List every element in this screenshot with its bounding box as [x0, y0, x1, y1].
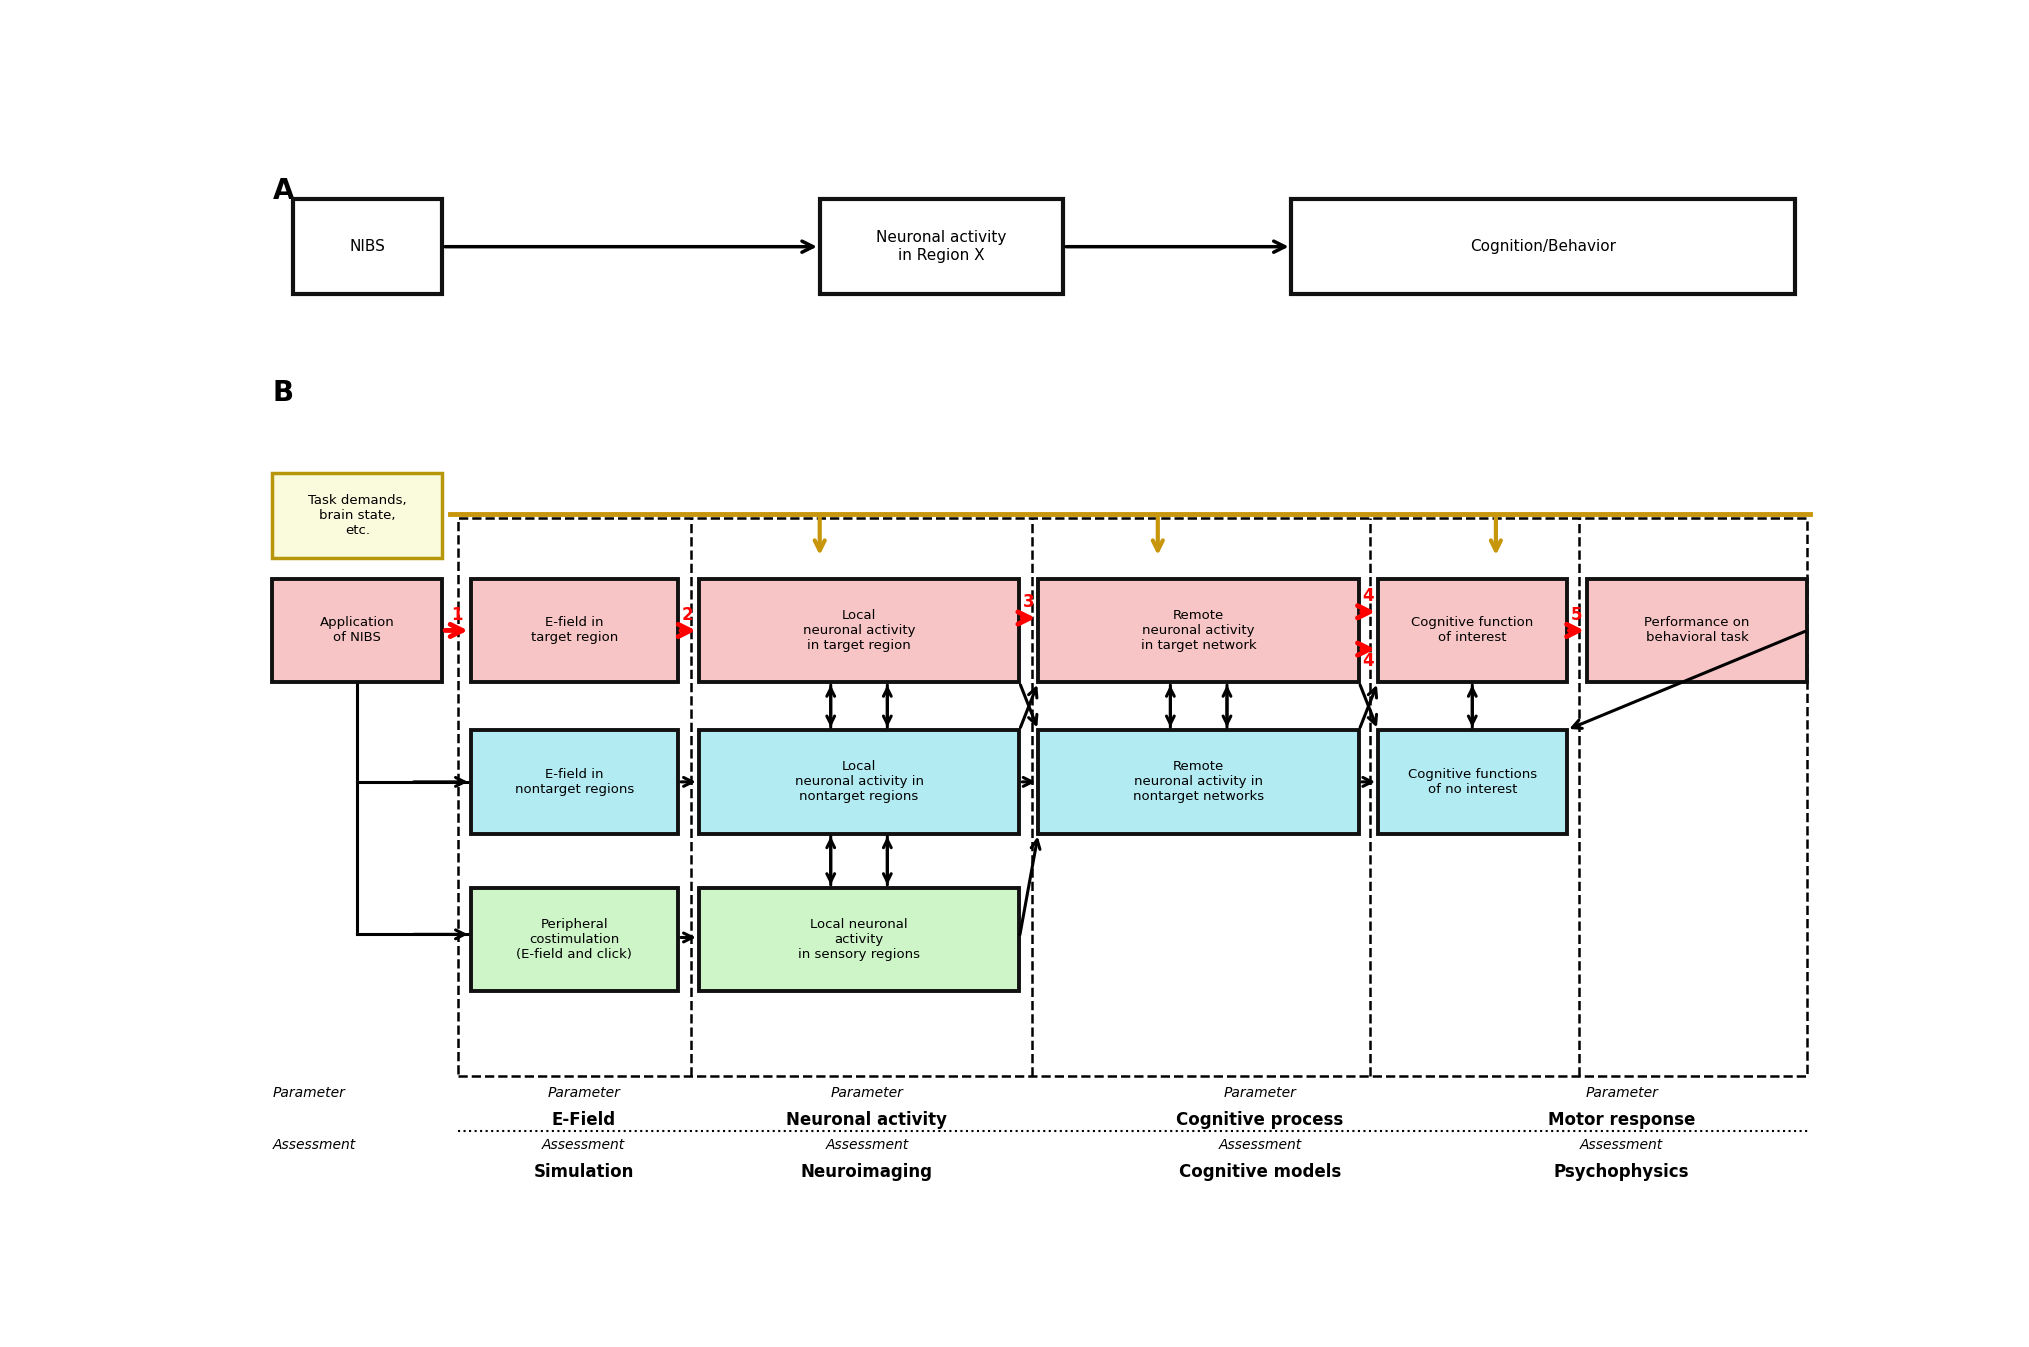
Text: Neuronal activity: Neuronal activity [787, 1111, 948, 1129]
Text: Cognition/Behavior: Cognition/Behavior [1471, 240, 1615, 255]
Text: Local neuronal
activity
in sensory regions: Local neuronal activity in sensory regio… [797, 919, 919, 960]
FancyBboxPatch shape [1292, 199, 1796, 295]
Text: E-field in
target region: E-field in target region [532, 617, 619, 644]
FancyBboxPatch shape [1039, 730, 1359, 834]
Text: Parameter: Parameter [548, 1086, 621, 1100]
Text: Simulation: Simulation [534, 1162, 633, 1181]
FancyBboxPatch shape [698, 888, 1019, 991]
Text: Parameter: Parameter [830, 1086, 903, 1100]
Text: 4: 4 [1363, 652, 1374, 669]
Text: Peripheral
costimulation
(E-field and click): Peripheral costimulation (E-field and cl… [517, 919, 633, 960]
FancyBboxPatch shape [1378, 579, 1566, 683]
Text: 2: 2 [682, 606, 694, 624]
Text: Remote
neuronal activity
in target network: Remote neuronal activity in target netwo… [1140, 609, 1256, 652]
Text: Assessment: Assessment [1217, 1138, 1303, 1152]
Text: Application
of NIBS: Application of NIBS [321, 617, 396, 644]
Text: Task demands,
brain state,
etc.: Task demands, brain state, etc. [308, 494, 406, 537]
Text: Remote
neuronal activity in
nontarget networks: Remote neuronal activity in nontarget ne… [1132, 760, 1264, 803]
Text: Cognitive models: Cognitive models [1179, 1162, 1341, 1181]
Text: Parameter: Parameter [1223, 1086, 1297, 1100]
Text: Local
neuronal activity
in target region: Local neuronal activity in target region [803, 609, 915, 652]
Text: E-Field: E-Field [552, 1111, 617, 1129]
Text: 1: 1 [450, 606, 463, 624]
Text: Performance on
behavioral task: Performance on behavioral task [1643, 617, 1749, 644]
FancyBboxPatch shape [272, 579, 442, 683]
Text: Neuronal activity
in Region X: Neuronal activity in Region X [877, 230, 1006, 263]
Text: Neuroimaging: Neuroimaging [801, 1162, 933, 1181]
Text: Motor response: Motor response [1548, 1111, 1696, 1129]
FancyBboxPatch shape [1378, 730, 1566, 834]
FancyBboxPatch shape [471, 730, 678, 834]
Text: Assessment: Assessment [826, 1138, 909, 1152]
FancyBboxPatch shape [820, 199, 1063, 295]
Text: Cognitive process: Cognitive process [1177, 1111, 1343, 1129]
Text: 4: 4 [1363, 587, 1374, 605]
Text: Parameter: Parameter [272, 1086, 345, 1100]
Text: A: A [272, 178, 294, 205]
Text: Local
neuronal activity in
nontarget regions: Local neuronal activity in nontarget reg… [795, 760, 923, 803]
Text: E-field in
nontarget regions: E-field in nontarget regions [515, 768, 633, 796]
Text: Assessment: Assessment [1581, 1138, 1664, 1152]
FancyBboxPatch shape [1039, 579, 1359, 683]
FancyBboxPatch shape [292, 199, 442, 295]
FancyBboxPatch shape [698, 730, 1019, 834]
Text: Cognitive function
of interest: Cognitive function of interest [1410, 617, 1534, 644]
Text: NIBS: NIBS [349, 240, 386, 255]
FancyBboxPatch shape [698, 579, 1019, 683]
Text: Parameter: Parameter [1585, 1086, 1658, 1100]
Text: Assessment: Assessment [272, 1138, 355, 1152]
Text: 3: 3 [1023, 594, 1035, 612]
Text: Assessment: Assessment [542, 1138, 625, 1152]
Text: Cognitive functions
of no interest: Cognitive functions of no interest [1408, 768, 1536, 796]
FancyBboxPatch shape [471, 579, 678, 683]
FancyBboxPatch shape [1587, 579, 1808, 683]
FancyBboxPatch shape [471, 888, 678, 991]
Text: 5: 5 [1570, 606, 1583, 624]
Text: B: B [272, 380, 294, 407]
Text: Psychophysics: Psychophysics [1554, 1162, 1690, 1181]
FancyBboxPatch shape [272, 473, 442, 558]
